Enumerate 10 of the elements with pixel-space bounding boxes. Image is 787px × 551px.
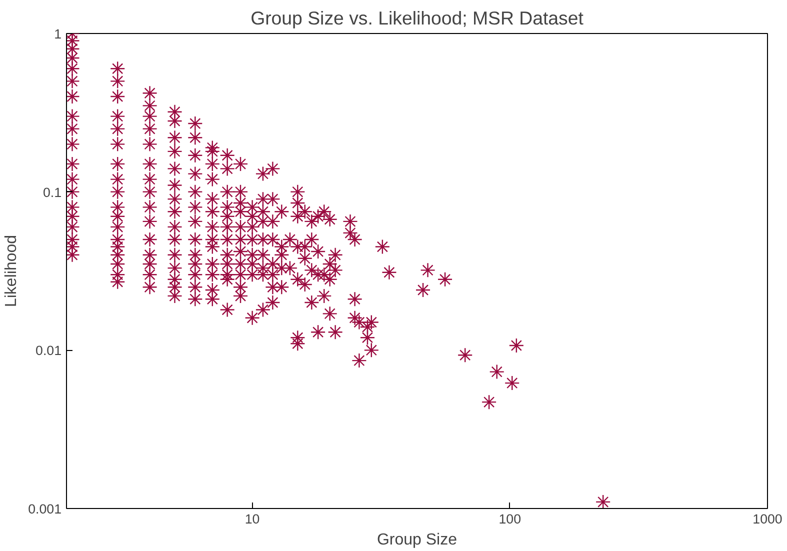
- y-tick-label: 1: [54, 26, 62, 42]
- y-axis-title: Likelihood: [3, 234, 20, 308]
- x-tick-label: 1000: [752, 512, 782, 526]
- y-tick-label: 0.001: [28, 502, 62, 516]
- x-tick-label: 100: [498, 512, 522, 526]
- y-tick-label: 0.01: [36, 343, 62, 358]
- y-tick-label: 0.1: [42, 184, 62, 200]
- x-axis-title: Group Size: [376, 532, 458, 548]
- chart-title: Group Size vs. Likelihood; MSR Dataset: [250, 8, 584, 28]
- x-tick-label: 10: [244, 512, 260, 526]
